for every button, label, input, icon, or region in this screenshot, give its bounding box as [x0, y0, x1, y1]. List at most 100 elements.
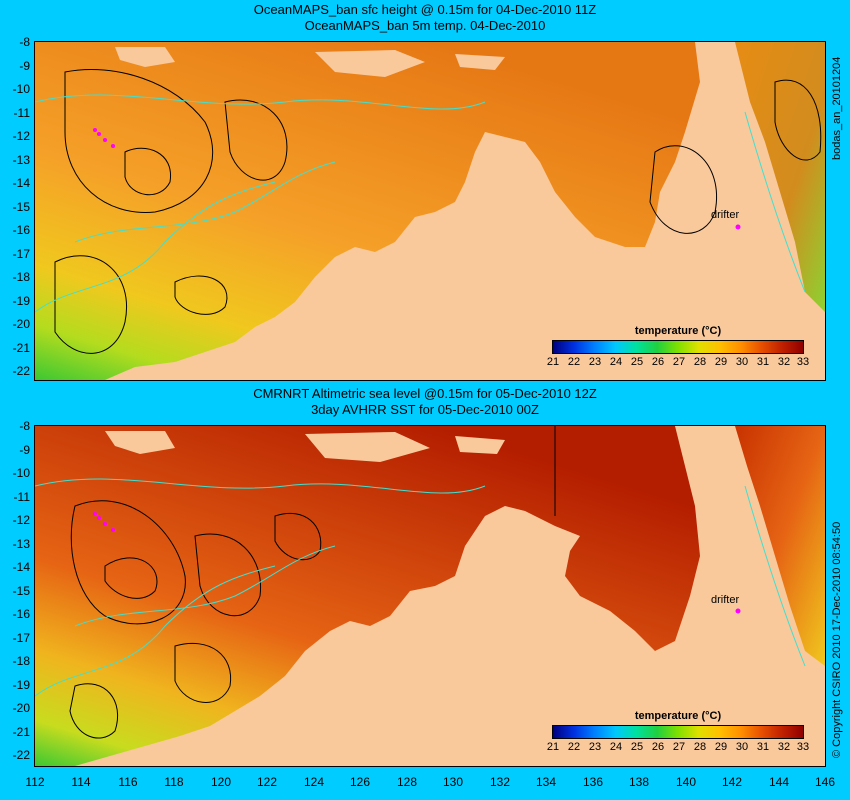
top-island-2 [315, 50, 425, 77]
cbar-label: 29 [714, 356, 728, 368]
top-isobaths [35, 94, 806, 313]
top-lat-tick: -10 [12, 82, 30, 96]
top-map-svg [35, 42, 825, 380]
top-lat-tick: -22 [12, 364, 30, 378]
lon-tick: 136 [582, 775, 604, 789]
top-title-line2: OceanMAPS_ban 5m temp. 04-Dec-2010 [304, 18, 546, 33]
bottom-map-svg [35, 426, 825, 766]
bottom-lat-tick: -16 [12, 607, 30, 621]
cbar-label: 25 [630, 356, 644, 368]
bottom-lat-tick: -19 [12, 678, 30, 692]
cbar-label: 22 [567, 356, 581, 368]
lon-tick: 124 [303, 775, 325, 789]
lon-tick: 134 [535, 775, 557, 789]
bottom-lat-tick: -9 [19, 443, 30, 457]
lon-tick: 130 [442, 775, 464, 789]
lon-tick: 140 [675, 775, 697, 789]
bottom-lat-tick: -17 [12, 631, 30, 645]
bottom-island-3 [455, 436, 505, 454]
top-lat-tick: -15 [12, 200, 30, 214]
cbar-label: 33 [796, 356, 810, 368]
cbar-label: 26 [651, 356, 665, 368]
top-sea-west [35, 42, 700, 380]
bottom-drifter-track [93, 512, 741, 614]
cbar-label: 31 [756, 741, 770, 753]
bottom-title-line1: CMRNRT Altimetric sea level @0.15m for 0… [253, 386, 597, 401]
lon-tick: 116 [118, 775, 138, 789]
lon-tick: 112 [25, 775, 45, 789]
top-lat-tick: -14 [12, 176, 30, 190]
bottom-height-contours [69, 426, 556, 739]
cbar-label: 23 [588, 741, 602, 753]
top-lat-tick: -20 [12, 317, 30, 331]
cbar-label: 29 [714, 741, 728, 753]
bottom-colorbar-title: temperature (°C) [634, 710, 722, 722]
lon-tick: 132 [489, 775, 511, 789]
bottom-sea-east [735, 426, 825, 666]
lon-tick: 146 [814, 775, 836, 789]
bottom-lat-tick: -22 [12, 748, 30, 762]
cbar-label: 30 [735, 356, 749, 368]
cbar-label: 23 [588, 356, 602, 368]
cbar-label: 26 [651, 741, 665, 753]
top-lat-tick: -13 [12, 153, 30, 167]
cbar-label: 21 [546, 741, 560, 753]
bottom-island-1 [105, 431, 175, 454]
lon-tick: 144 [768, 775, 790, 789]
lon-tick: 142 [721, 775, 743, 789]
top-colorbar-title: temperature (°C) [634, 325, 722, 337]
bottom-isobaths [35, 478, 806, 697]
bottom-lat-tick: -12 [12, 513, 30, 527]
bottom-lat-tick: -8 [19, 419, 30, 433]
top-lat-tick: -8 [19, 35, 30, 49]
top-lat-tick: -21 [12, 341, 30, 355]
lon-tick: 128 [396, 775, 418, 789]
bottom-lat-tick: -14 [12, 560, 30, 574]
top-height-contours [54, 68, 822, 354]
bottom-lat-tick: -11 [13, 490, 30, 504]
bottom-drifter-label: drifter [711, 594, 740, 606]
cbar-label: 30 [735, 741, 749, 753]
bottom-colorbar-strip [552, 725, 804, 739]
cbar-label: 28 [693, 356, 707, 368]
top-lat-tick: -16 [12, 223, 30, 237]
bottom-island-2 [305, 432, 430, 462]
bottom-title-line2: 3day AVHRR SST for 05-Dec-2010 00Z [311, 402, 539, 417]
bottom-side-label: © Copyright CSIRO 2010 17-Dec-2010 08:54… [831, 521, 843, 758]
bottom-lat-tick: -15 [12, 584, 30, 598]
top-lat-tick: -18 [12, 270, 30, 284]
bottom-lat-tick: -21 [12, 725, 30, 739]
cbar-label: 24 [609, 741, 623, 753]
top-colorbar-strip [552, 340, 804, 354]
cbar-label: 25 [630, 741, 644, 753]
top-lat-tick: -19 [12, 294, 30, 308]
top-lat-tick: -12 [12, 129, 30, 143]
cbar-label: 32 [777, 356, 791, 368]
bottom-map-panel: drifter temperature (°C) 21 22 23 24 25 … [34, 425, 826, 767]
cbar-label: 33 [796, 741, 810, 753]
top-island-3 [455, 54, 505, 70]
top-lat-tick: -17 [12, 247, 30, 261]
lon-tick: 118 [164, 775, 184, 789]
top-side-label: bodas_an_20101204 [831, 56, 843, 160]
top-drifter-track [93, 128, 741, 230]
lon-tick: 120 [210, 775, 232, 789]
cbar-label: 27 [672, 741, 686, 753]
lon-tick: 122 [256, 775, 278, 789]
top-lat-tick: -11 [13, 106, 30, 120]
top-drifter-label: drifter [711, 209, 740, 221]
bottom-lat-tick: -10 [12, 466, 30, 480]
bottom-sea-west [35, 426, 700, 766]
top-lat-tick: -9 [19, 59, 30, 73]
bottom-lat-tick: -18 [12, 654, 30, 668]
cbar-label: 21 [546, 356, 560, 368]
lon-tick: 126 [349, 775, 371, 789]
cbar-label: 24 [609, 356, 623, 368]
lon-tick: 138 [628, 775, 650, 789]
top-island-1 [115, 47, 175, 67]
lon-tick: 114 [71, 775, 91, 789]
top-sea-east [735, 42, 825, 312]
cbar-label: 28 [693, 741, 707, 753]
top-map-panel: drifter temperature (°C) 21 22 23 24 25 … [34, 41, 826, 381]
top-title-line1: OceanMAPS_ban sfc height @ 0.15m for 04-… [253, 2, 597, 17]
